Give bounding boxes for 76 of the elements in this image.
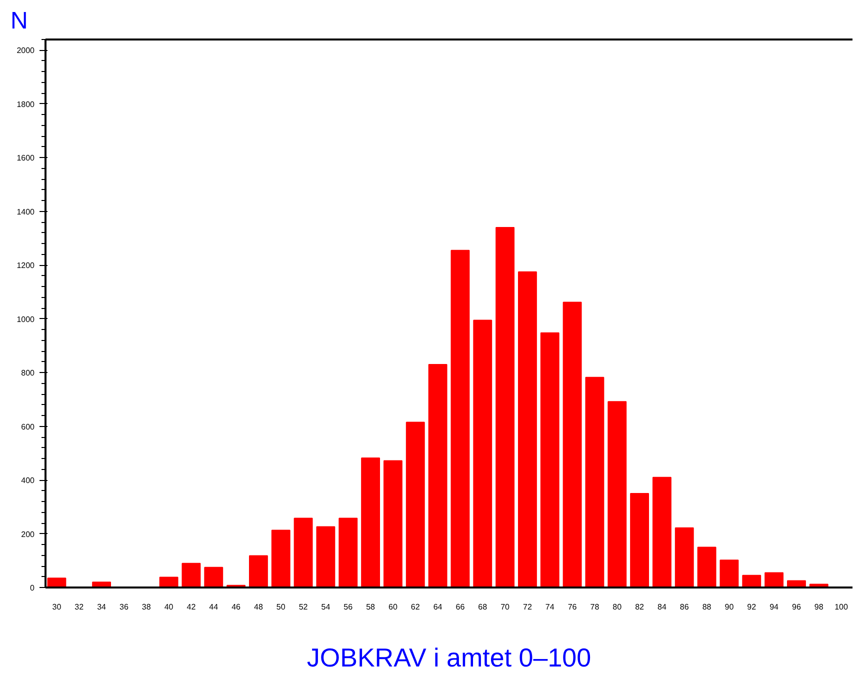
y-tick-label: 1800 bbox=[16, 100, 36, 109]
bar bbox=[585, 376, 604, 588]
x-tick-label: 68 bbox=[478, 602, 488, 612]
x-tick-label: 44 bbox=[209, 602, 219, 612]
y-tick-label: 1000 bbox=[16, 314, 36, 324]
y-tick-label: 2000 bbox=[16, 46, 36, 56]
x-tick-label: 82 bbox=[635, 602, 645, 612]
x-tick-label: 84 bbox=[658, 602, 667, 612]
x-tick-label: 98 bbox=[814, 602, 824, 612]
x-tick-label: 60 bbox=[388, 602, 398, 612]
x-tick-label: 100 bbox=[834, 602, 849, 612]
y-tick-label: 200 bbox=[21, 530, 36, 539]
x-tick-label: 62 bbox=[410, 602, 420, 612]
y-axis-title: N bbox=[10, 8, 28, 34]
x-axis-title: JOBKRAV i amtet 0–100 bbox=[306, 642, 592, 672]
x-tick-label: 36 bbox=[120, 602, 129, 612]
x-tick-label: 96 bbox=[792, 602, 802, 612]
bar bbox=[248, 555, 268, 588]
y-tick-label: 600 bbox=[21, 422, 36, 432]
x-tick-label: 56 bbox=[344, 602, 354, 612]
bar bbox=[271, 530, 290, 588]
x-tick-label: 76 bbox=[568, 602, 578, 612]
x-tick-label: 58 bbox=[366, 602, 376, 612]
x-tick-label: 38 bbox=[142, 602, 152, 612]
bar bbox=[47, 578, 66, 588]
y-tick-label: 1600 bbox=[16, 154, 36, 163]
x-tick-label: 90 bbox=[724, 602, 734, 612]
x-tick-label: 48 bbox=[254, 602, 264, 612]
x-tick-label: 46 bbox=[232, 602, 242, 612]
bar bbox=[473, 320, 492, 588]
bar bbox=[361, 458, 380, 588]
bar bbox=[406, 422, 425, 588]
bar bbox=[697, 546, 716, 588]
bar bbox=[383, 460, 402, 588]
x-tick-label: 32 bbox=[74, 602, 84, 612]
x-tick-label: 80 bbox=[612, 602, 622, 612]
bar bbox=[652, 476, 672, 588]
bar bbox=[316, 526, 336, 588]
y-tick-label: 400 bbox=[21, 476, 36, 486]
x-tick-label: 86 bbox=[680, 602, 690, 612]
x-tick-label: 92 bbox=[747, 602, 757, 612]
x-tick-label: 64 bbox=[433, 602, 443, 612]
bar bbox=[496, 227, 515, 588]
x-tick-label: 72 bbox=[523, 602, 532, 612]
bar bbox=[562, 302, 582, 588]
x-tick-label: 52 bbox=[298, 602, 308, 612]
x-tick-label: 54 bbox=[321, 602, 331, 612]
x-tick-label: 78 bbox=[590, 602, 600, 612]
x-tick-label: 70 bbox=[500, 602, 510, 612]
y-tick-label: 1400 bbox=[16, 207, 36, 216]
bar bbox=[720, 560, 739, 588]
x-tick-label: 74 bbox=[545, 602, 555, 612]
bar bbox=[742, 574, 762, 588]
x-tick-label: 50 bbox=[276, 602, 286, 612]
y-tick-label: 800 bbox=[21, 368, 36, 378]
x-tick-label: 94 bbox=[770, 602, 780, 612]
bar bbox=[204, 566, 224, 588]
bar bbox=[182, 562, 201, 588]
bar bbox=[450, 250, 470, 588]
bar bbox=[294, 518, 313, 588]
y-tick-label: 1200 bbox=[16, 261, 36, 270]
bar bbox=[428, 364, 448, 588]
x-tick-label: 40 bbox=[164, 602, 174, 612]
bar bbox=[674, 527, 694, 588]
bar bbox=[764, 572, 784, 588]
x-tick-label: 34 bbox=[97, 602, 107, 612]
bar bbox=[608, 401, 627, 588]
x-tick-label: 66 bbox=[456, 602, 466, 612]
bar bbox=[518, 271, 537, 588]
x-tick-label: 30 bbox=[52, 602, 62, 612]
y-tick-label: 0 bbox=[30, 584, 36, 592]
x-tick-label: 88 bbox=[702, 602, 712, 612]
bar bbox=[338, 518, 358, 588]
bar bbox=[630, 492, 650, 588]
bar bbox=[540, 332, 560, 588]
x-tick-label: 42 bbox=[186, 602, 196, 612]
